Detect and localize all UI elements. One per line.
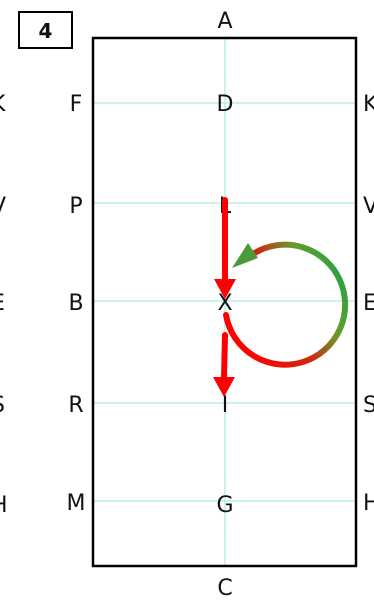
letter-left-3: B xyxy=(68,291,83,316)
letter-right-4: S xyxy=(363,393,374,418)
letter-right-2: V xyxy=(363,194,374,219)
letter-left-cut-4: S xyxy=(0,393,5,418)
movement-path xyxy=(213,197,349,397)
arena-border xyxy=(91,36,358,568)
letter-top: A xyxy=(217,9,232,34)
letter-left-cut-3: E xyxy=(0,291,5,316)
circle-path xyxy=(223,241,349,368)
letter-right-5: H xyxy=(363,491,374,516)
number-badge: 4 xyxy=(18,11,73,49)
letter-bottom: C xyxy=(217,576,232,601)
arrow-head-down-2 xyxy=(213,377,235,397)
arrow-head-down-1 xyxy=(214,279,236,299)
letter-left-cut-1: K xyxy=(0,92,6,117)
letter-center-3: X xyxy=(217,291,232,316)
letter-center-1: D xyxy=(217,92,234,117)
badge-number: 4 xyxy=(39,19,53,43)
letter-right-3: E xyxy=(363,291,374,316)
letter-center-5: G xyxy=(216,493,233,518)
letter-left-cut-5: H xyxy=(0,493,8,518)
letter-left-cut-2: V xyxy=(0,194,6,219)
arena-letters: A C F P B R M D L X I G K V E S H K V E … xyxy=(0,9,374,601)
arena xyxy=(91,36,358,568)
letter-left-5: M xyxy=(67,491,86,516)
letter-center-4: I xyxy=(222,393,229,418)
letter-left-4: R xyxy=(68,393,83,418)
arrow-head-circle xyxy=(232,243,258,268)
letter-left-2: P xyxy=(69,194,82,219)
path-line-x-to-i xyxy=(221,332,228,381)
letter-right-1: K xyxy=(363,92,374,117)
letter-left-1: F xyxy=(70,92,83,117)
